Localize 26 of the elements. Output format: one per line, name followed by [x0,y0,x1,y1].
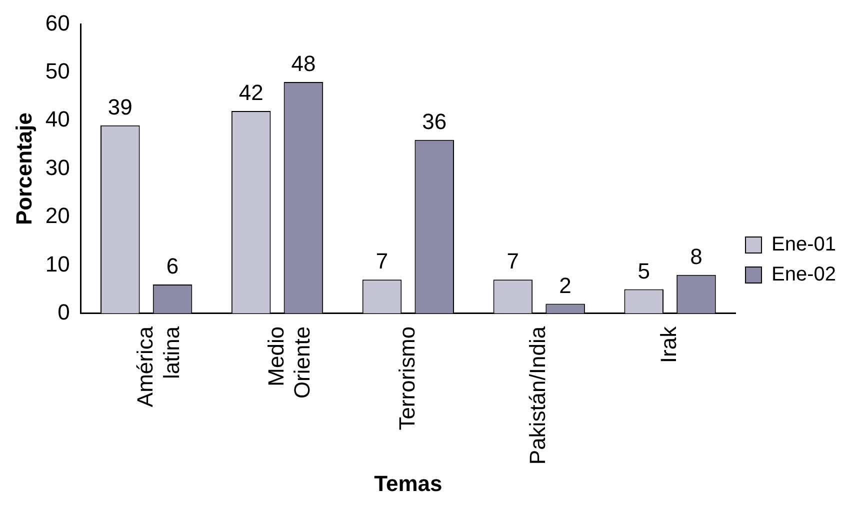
data-label: 7 [506,248,520,274]
data-label: 6 [166,254,179,279]
y-tick-label: 30 [45,154,70,180]
data-label: 36 [422,108,447,134]
y-axis-title: Porcentaje [11,112,36,226]
y-tick-label: 20 [45,203,70,228]
legend-label: Ene-01 [772,234,836,256]
x-tick-label: Pakistán/India [525,326,550,465]
x-tick-label: Irak [656,325,682,364]
data-label: 5 [638,258,650,284]
x-axis-title: Temas [374,470,442,496]
data-label: 39 [108,94,132,120]
x-tick-label: Medio Oriente [263,326,315,399]
y-tick-label: 50 [45,58,70,84]
data-label: 8 [690,244,702,269]
data-label: 2 [559,272,572,298]
data-label: 7 [376,248,388,274]
y-tick-label: 40 [45,106,70,132]
legend-label: Ene-02 [772,264,836,286]
x-tick-label: América latina [132,326,184,408]
data-label: 42 [238,80,264,106]
data-label: 48 [291,51,316,76]
y-tick-label: 10 [45,251,70,276]
y-tick-label: 0 [58,299,70,324]
x-tick-label: Terrorismo [394,326,420,430]
y-tick-label: 60 [45,10,70,36]
